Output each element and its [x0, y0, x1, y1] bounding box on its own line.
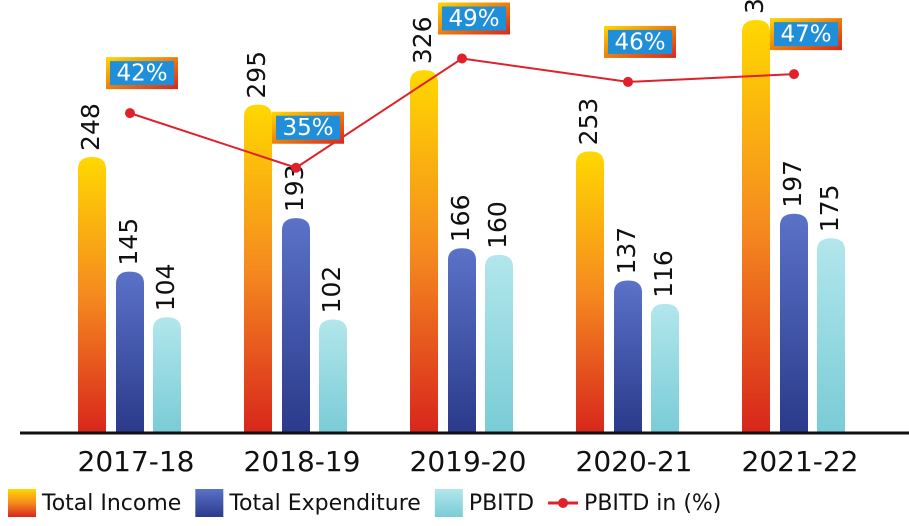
x-tick-label: 2021-22 — [742, 445, 859, 478]
label-box-inner — [276, 115, 340, 140]
value-label: 137 — [612, 227, 641, 275]
legend-label: PBITD in (%) — [584, 491, 721, 516]
x-tick-label: 2020-21 — [576, 445, 693, 478]
value-label: 35% — [282, 115, 333, 141]
bar — [817, 238, 845, 433]
value-label: 49% — [448, 6, 499, 32]
legend-label: Total Expenditure — [228, 491, 420, 516]
legend-swatch — [195, 489, 224, 517]
value-label: 295 — [242, 51, 271, 99]
bar — [448, 248, 476, 433]
line-marker — [125, 108, 135, 119]
value-label: 371 — [740, 0, 769, 14]
bar — [614, 280, 642, 433]
legend-swatch — [8, 489, 36, 517]
value-label: 175 — [815, 184, 844, 232]
value-label: 102 — [317, 266, 346, 314]
line-marker — [457, 53, 467, 64]
legend-label: PBITD — [469, 491, 534, 516]
bar — [651, 303, 679, 433]
value-label: 116 — [649, 250, 678, 298]
bar — [282, 218, 310, 433]
bar — [485, 254, 513, 433]
value-label: 326 — [408, 16, 437, 64]
line-marker — [789, 69, 799, 80]
legend-swatch — [434, 489, 463, 517]
x-tick-label: 2018-19 — [244, 445, 361, 478]
line — [129, 57, 795, 169]
value-label: 253 — [574, 98, 603, 146]
bar — [244, 104, 272, 434]
label-box-inner — [110, 61, 174, 86]
value-label: 46% — [614, 29, 665, 55]
label-box-inner — [774, 22, 838, 47]
value-label: 145 — [114, 218, 143, 266]
value-label: 42% — [116, 61, 167, 87]
legend-marker — [558, 498, 569, 508]
line-marker — [623, 76, 633, 87]
bar — [410, 70, 438, 433]
bar — [116, 271, 144, 433]
value-label: 248 — [76, 103, 105, 151]
bar — [153, 317, 181, 433]
value-label: 104 — [151, 264, 180, 312]
bar — [576, 151, 604, 433]
bar — [78, 156, 106, 433]
bar — [319, 319, 347, 433]
value-label: 166 — [446, 195, 475, 243]
bar — [780, 213, 808, 433]
x-tick-label: 2017-18 — [78, 445, 195, 478]
line-marker — [291, 162, 301, 173]
value-label: 47% — [780, 22, 831, 48]
x-tick-label: 2019-20 — [410, 445, 527, 478]
label-box-inner — [442, 6, 506, 31]
value-label: 197 — [778, 160, 807, 208]
value-label: 160 — [483, 201, 512, 249]
label-box-inner — [608, 29, 672, 54]
legend-label: Total Income — [41, 491, 181, 516]
bar — [742, 20, 770, 434]
